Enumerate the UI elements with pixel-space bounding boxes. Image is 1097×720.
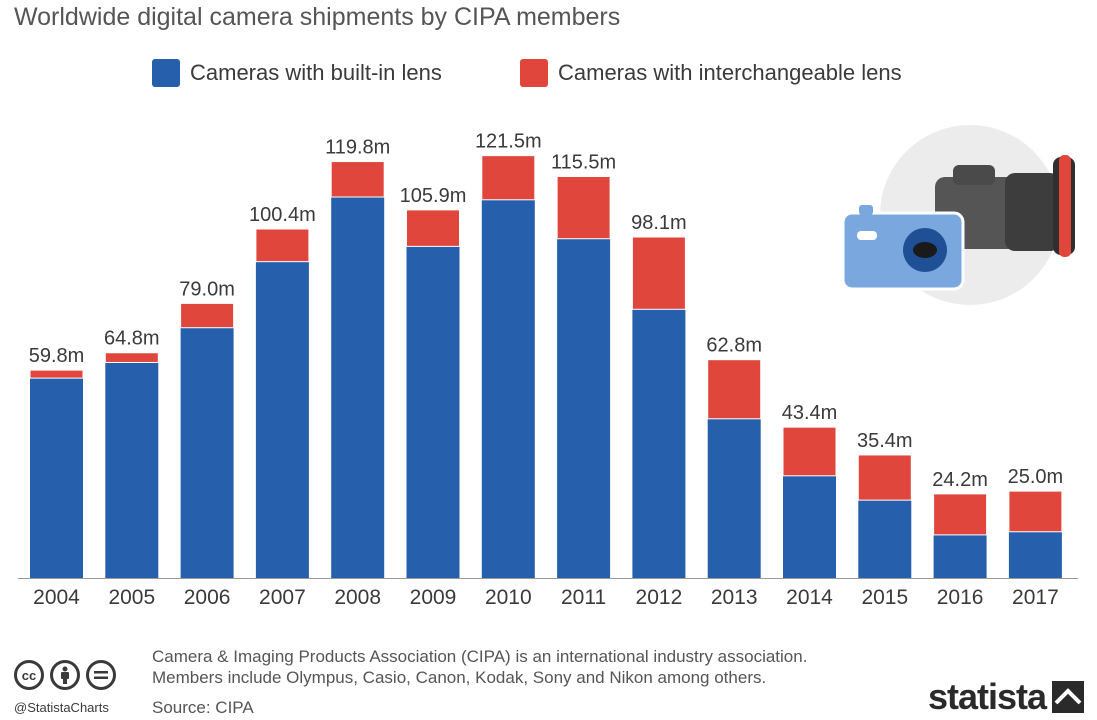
bar-interchangeable-lens-2016	[933, 493, 988, 536]
bar-interchangeable-lens-2010	[481, 155, 536, 201]
footer-note-line-2: Members include Olympus, Casio, Canon, K…	[152, 668, 767, 687]
bar-built-in-lens-2017	[1008, 531, 1062, 578]
bar-built-in-lens-2014	[783, 475, 836, 578]
bar-interchangeable-lens-2004	[29, 369, 84, 379]
x-tick-label-2007: 2007	[259, 586, 306, 609]
legend-item-interchangeable-lens: Cameras with interchangeable lens	[520, 58, 902, 88]
statista-logo-text: statista	[928, 676, 1047, 717]
statista-logo[interactable]: statista	[928, 676, 1085, 718]
x-tick-label-2004: 2004	[33, 586, 80, 609]
x-tick-label-2014: 2014	[786, 586, 833, 609]
legend-label-interchangeable-lens: Cameras with interchangeable lens	[558, 60, 902, 85]
bar-built-in-lens-2010	[481, 199, 535, 579]
x-tick-label-2016: 2016	[937, 586, 984, 609]
bar-interchangeable-lens-2005	[104, 352, 159, 363]
x-tick-label-2006: 2006	[184, 586, 231, 609]
total-label-2011: 115.5m	[551, 152, 616, 174]
statista-logo-mark-icon	[1052, 681, 1085, 713]
x-tick-label-2008: 2008	[334, 586, 381, 609]
total-label-2013: 62.8m	[706, 335, 762, 357]
bar-interchangeable-lens-2013	[707, 359, 762, 420]
total-label-2016: 24.2m	[932, 469, 988, 491]
chart-title: Worldwide digital camera shipments by CI…	[14, 3, 621, 31]
bar-interchangeable-lens-2017	[1008, 490, 1063, 533]
bar-interchangeable-lens-2012	[631, 236, 686, 310]
by-icon[interactable]	[50, 660, 80, 690]
bar-built-in-lens-2006	[180, 327, 234, 578]
bar-interchangeable-lens-2014	[782, 426, 837, 477]
bar-interchangeable-lens-2015	[857, 454, 912, 501]
total-label-2007: 100.4m	[249, 204, 316, 226]
footer-note: Camera & Imaging Products Association (C…	[152, 646, 807, 688]
legend-label-built-in-lens: Cameras with built-in lens	[190, 60, 442, 85]
bar-interchangeable-lens-2008	[330, 161, 385, 198]
total-label-2008: 119.8m	[325, 137, 390, 159]
bar-interchangeable-lens-2011	[556, 176, 611, 240]
x-tick-label-2013: 2013	[711, 586, 758, 609]
x-tick-label-2015: 2015	[861, 586, 908, 609]
cc-icon[interactable]: cc	[14, 660, 44, 690]
x-tick-label-2011: 2011	[561, 586, 606, 609]
bar-interchangeable-lens-2009	[406, 209, 460, 247]
total-label-2015: 35.4m	[857, 430, 913, 452]
stacked-bar-chart: 59.8m 2004 64.8m 2005 79.0m 2006 100.4m 2007 119…	[18, 131, 1078, 609]
bar-interchangeable-lens-2007	[255, 228, 310, 263]
total-label-2005: 64.8m	[104, 328, 160, 350]
x-tick-label-2012: 2012	[636, 586, 683, 609]
legend-item-built-in-lens: Cameras with built-in lens	[152, 58, 442, 88]
bar-interchangeable-lens-2006	[180, 302, 235, 329]
source-text: Source: CIPA	[152, 698, 254, 717]
total-label-2010: 121.5m	[475, 131, 542, 153]
bar-built-in-lens-2008	[331, 197, 385, 578]
total-label-2009: 105.9m	[400, 185, 467, 207]
bar-built-in-lens-2011	[557, 238, 611, 578]
bar-built-in-lens-2009	[406, 246, 460, 578]
legend-swatch-built-in-lens	[152, 59, 180, 87]
total-label-2014: 43.4m	[782, 402, 838, 424]
license-icons: cc	[14, 660, 116, 690]
footer-note-line-1: Camera & Imaging Products Association (C…	[152, 647, 808, 666]
bar-built-in-lens-2016	[933, 534, 987, 578]
total-label-2017: 25.0m	[1008, 466, 1064, 488]
bar-built-in-lens-2013	[707, 418, 761, 578]
total-label-2004: 59.8m	[29, 345, 85, 367]
nd-icon[interactable]	[86, 660, 116, 690]
statista-charts-handle[interactable]: @StatistaCharts	[14, 700, 109, 715]
bar-built-in-lens-2012	[632, 309, 686, 578]
total-label-2006: 79.0m	[179, 278, 235, 300]
x-tick-label-2009: 2009	[410, 586, 457, 609]
bar-built-in-lens-2015	[858, 500, 912, 578]
x-tick-label-2010: 2010	[485, 586, 532, 609]
x-tick-label-2017: 2017	[1012, 586, 1059, 609]
total-label-2012: 98.1m	[631, 212, 687, 234]
bar-built-in-lens-2004	[30, 378, 83, 578]
bar-built-in-lens-2005	[105, 362, 159, 578]
camera-illustration	[835, 125, 1085, 330]
bar-built-in-lens-2007	[255, 261, 309, 578]
x-tick-label-2005: 2005	[108, 586, 155, 609]
legend-swatch-interchangeable-lens	[520, 59, 548, 87]
